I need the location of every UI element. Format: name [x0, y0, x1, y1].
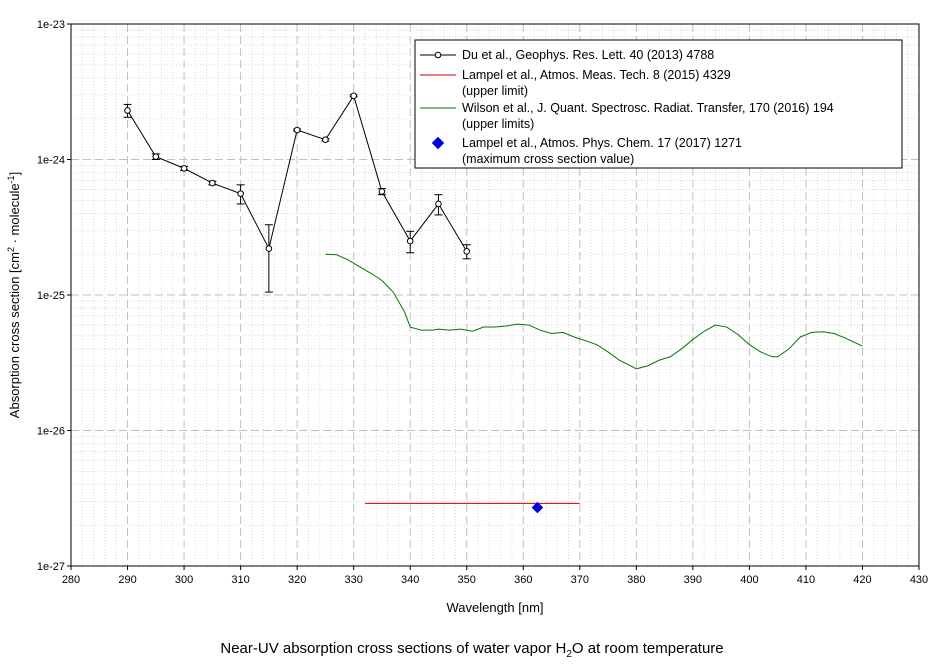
data-point-du-2013: [180, 165, 188, 172]
y-axis-label-part3: ]: [7, 172, 22, 176]
x-tick-label: 380: [627, 574, 645, 586]
legend-marker-lampel-2017: [431, 136, 445, 150]
data-point-du-2013: [152, 153, 160, 160]
legend-entry-wilson-2016: Wilson et al., J. Quant. Spectrosc. Radi…: [462, 101, 834, 115]
data-point-du-2013: [209, 179, 216, 187]
y-axis-label-part1: Absorption cross section [cm: [7, 252, 22, 418]
x-tick-label: 420: [853, 574, 871, 586]
data-point-du-2013: [293, 126, 301, 134]
axis-ticks: 280 290 300 310 320 330 340 350 360 370 380 390 400 4…: [37, 19, 928, 586]
x-tick-label: 280: [62, 574, 80, 586]
y-tick-label: 1e-24: [37, 155, 65, 167]
data-point-lampel-2017: [531, 501, 544, 514]
x-tick-label: 340: [401, 574, 419, 586]
x-tick-label: 410: [797, 574, 815, 586]
y-axis-label-sup1: 2: [6, 247, 16, 252]
x-tick-label: 370: [571, 574, 589, 586]
y-axis-label-sup2: -1: [6, 175, 16, 183]
legend-entry-lampel-2017-note: (maximum cross section value): [462, 152, 634, 166]
caption-subscript: 2: [566, 649, 572, 660]
legend: Du et al., Geophys. Res. Lett. 40 (2013)…: [414, 39, 903, 169]
data-point-du-2013: [463, 248, 471, 255]
x-axis-label: Wavelength [nm]: [446, 600, 543, 615]
data-point-du-2013: [378, 188, 386, 195]
y-tick-label: 1e-27: [37, 561, 65, 573]
legend-marker-du-2013: [434, 51, 442, 59]
legend-entry-wilson-2016-note: (upper limits): [462, 117, 534, 131]
data-point-du-2013: [435, 200, 442, 208]
x-tick-label: 430: [910, 574, 928, 586]
x-tick-label: 350: [458, 574, 476, 586]
y-tick-label: 1e-23: [37, 19, 65, 31]
caption-suffix: O at room temperature: [571, 640, 724, 657]
y-tick-label: 1e-25: [37, 290, 65, 302]
x-tick-label: 310: [231, 574, 249, 586]
x-tick-label: 330: [344, 574, 362, 586]
data-point-du-2013: [406, 237, 414, 245]
x-tick-label: 390: [684, 574, 702, 586]
series-line-wilson-2016: [325, 253, 863, 370]
y-tick-label: 1e-26: [37, 426, 65, 438]
y-axis-label: Absorption cross section [cm2 · molecule…: [6, 172, 22, 418]
y-axis-label-part2: · molecule: [7, 183, 22, 247]
x-axis-label-group: Wavelength [nm]: [446, 600, 543, 615]
x-tick-label: 290: [118, 574, 136, 586]
data-point-du-2013: [322, 136, 329, 143]
legend-entry-lampel-2015-note: (upper limit): [462, 84, 528, 98]
data-point-du-2013: [350, 92, 357, 100]
y-axis-label-group: Absorption cross section [cm2 · molecule…: [6, 172, 22, 418]
x-tick-label: 300: [175, 574, 193, 586]
legend-entry-du-2013: Du et al., Geophys. Res. Lett. 40 (2013)…: [462, 48, 714, 62]
x-tick-label: 320: [288, 574, 306, 586]
legend-box: [414, 39, 903, 169]
data-point-du-2013: [124, 107, 131, 114]
series-layer: [123, 92, 863, 514]
legend-entry-lampel-2017: Lampel et al., Atmos. Phys. Chem. 17 (20…: [462, 136, 742, 150]
x-tick-label: 400: [740, 574, 758, 586]
data-point-du-2013: [237, 190, 244, 197]
chart-caption: Near-UV absorption cross sections of wat…: [0, 640, 944, 660]
data-point-du-2013: [265, 245, 273, 252]
legend-entry-lampel-2015: Lampel et al., Atmos. Meas. Tech. 8 (201…: [462, 68, 731, 82]
x-tick-label: 360: [514, 574, 532, 586]
caption-prefix: Near-UV absorption cross sections of wat…: [220, 640, 567, 657]
